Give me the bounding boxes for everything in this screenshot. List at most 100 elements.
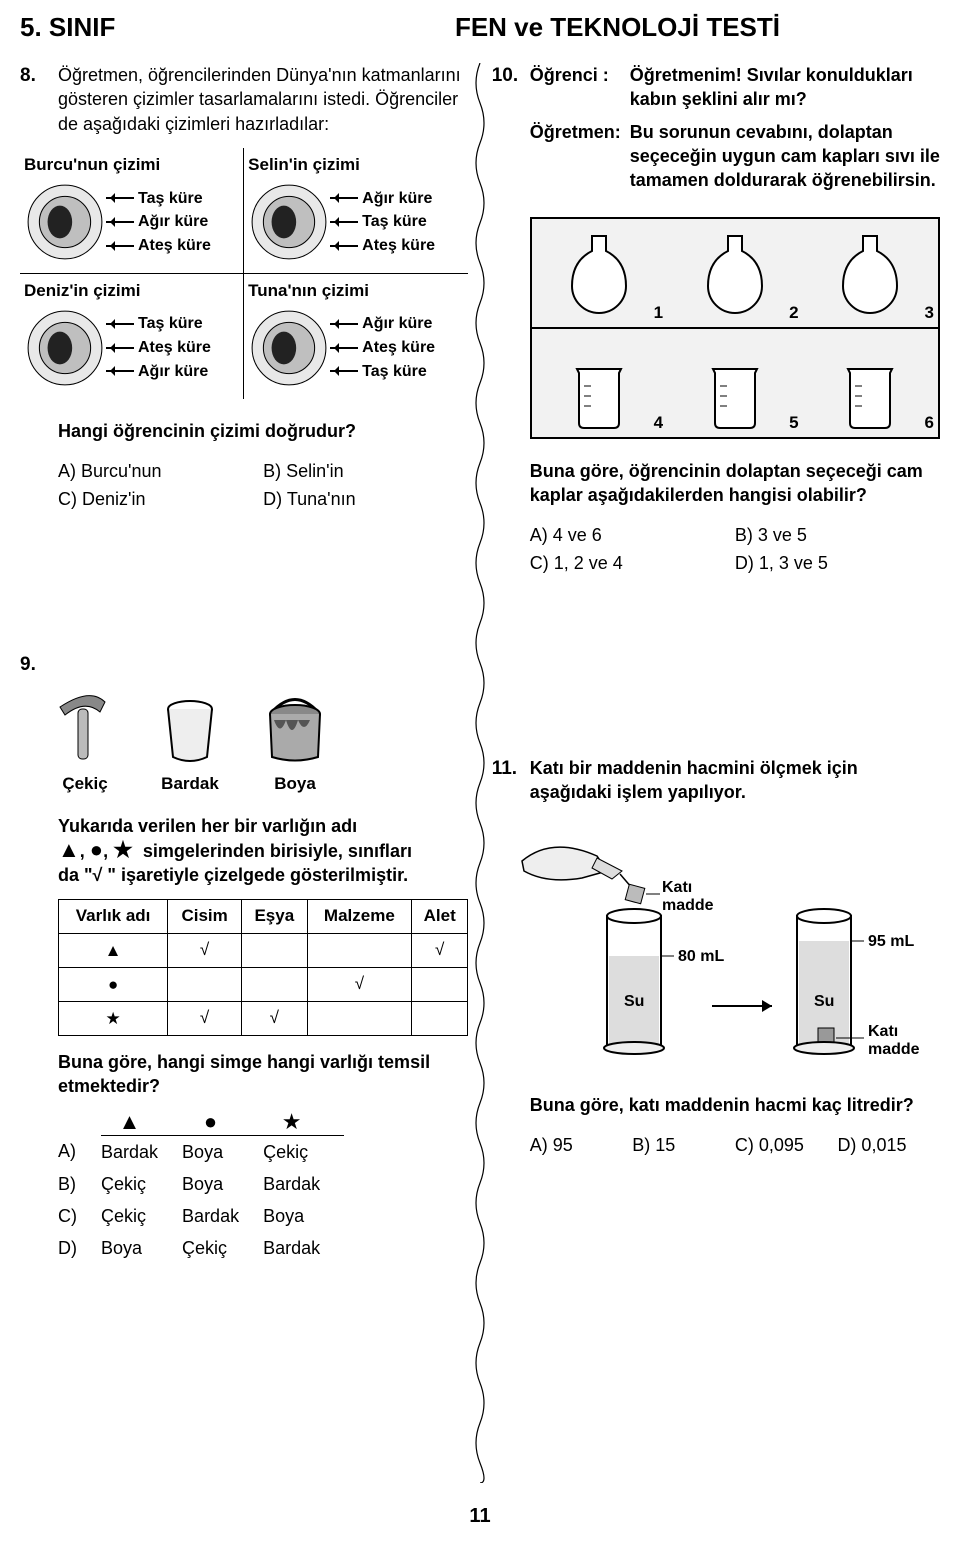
shelf-bottom: 4 5 6 (532, 329, 938, 437)
slot-3: 3 (803, 219, 938, 327)
q10-options: A) 4 ve 6 B) 3 ve 5 C) 1, 2 ve 4 D) 1, 3… (530, 523, 940, 576)
q9-caption-cup: Bardak (160, 773, 220, 796)
q9-th3: Eşya (242, 900, 308, 934)
q8-tuna-l3: Taş küre (362, 361, 427, 383)
two-column-layout: 8. Öğretmen, öğrencilerinden Dünya'nın k… (20, 63, 940, 1483)
q10-opt-d: D) 1, 3 ve 5 (735, 551, 940, 575)
slot-4: 4 (532, 329, 667, 437)
slot-1-num: 1 (654, 302, 663, 325)
q8-opt-a: A) Burcu'nun (58, 459, 263, 483)
slot-3-num: 3 (925, 302, 934, 325)
q11-opt-d: D) 0,015 (837, 1133, 940, 1157)
svg-text:madde: madde (868, 1041, 920, 1058)
slot-5: 5 (667, 329, 802, 437)
q11-solid-label-1: Katı (662, 879, 692, 896)
q8-diagram-grid: Burcu'nun çizimi Taş küre Ağır küre Ateş… (20, 148, 468, 399)
hammer-icon (50, 687, 120, 767)
row2-malzeme: √ (307, 968, 411, 1002)
q9-ans-h1: ▲ (101, 1107, 182, 1136)
page-header: 5. SINIF FEN ve TEKNOLOJİ TESTİ (20, 10, 940, 45)
q11-stem: Katı bir maddenin hacmini ölçmek için aş… (530, 756, 940, 805)
cylinder-left-icon: Su 80 mL (604, 909, 724, 1054)
earth-icon (24, 307, 106, 389)
q11-opt-a: A) 95 (530, 1133, 633, 1157)
q9-th5: Alet (412, 900, 468, 934)
q11-opt-b: B) 15 (632, 1133, 735, 1157)
q9-intro1: Yukarıda verilen her bir varlığın adı (58, 816, 357, 836)
slot-6-num: 6 (925, 412, 934, 435)
q8-burcu-title: Burcu'nun çizimi (24, 154, 235, 177)
q9-question: Buna göre, hangi simge hangi varlığı tem… (58, 1050, 468, 1099)
q10-cabinet: 1 2 3 4 5 (530, 217, 940, 439)
star-symbol: ★ (113, 837, 133, 862)
q8-opt-d: D) Tuna'nın (263, 487, 468, 511)
q11-figure: Katı madde Su 80 mL (512, 816, 932, 1076)
question-8: 8. Öğretmen, öğrencilerinden Dünya'nın k… (20, 63, 468, 512)
q8-tuna-cell: Tuna'nın çizimi Ağır küre Ateş küre Taş … (244, 274, 468, 399)
right-column: 10. Öğrenci : Öğretmenim! Sıvılar konuld… (492, 63, 940, 1483)
q11-label-80: 80 mL (678, 948, 724, 965)
q9-item-cup: Bardak (160, 697, 220, 796)
q10-dlg2-label: Öğretmen: (530, 120, 630, 193)
q8-tuna-title: Tuna'nın çizimi (248, 280, 460, 303)
paint-bucket-icon (260, 692, 330, 767)
slot-6: 6 (803, 329, 938, 437)
wavy-divider-icon (470, 63, 490, 1483)
q9-caption-hammer: Çekiç (50, 773, 120, 796)
q9-answer-table: ▲ ● ★ A)BardakBoyaÇekiç B)ÇekiçBoyaBarda… (58, 1107, 344, 1265)
q8-deniz-cell: Deniz'in çizimi Taş küre Ateş küre Ağır … (20, 274, 244, 399)
row1-alet: √ (412, 934, 468, 968)
q10-number: 10. (492, 63, 530, 200)
q11-label-95: 95 mL (868, 933, 914, 950)
q9-intro: Yukarıda verilen her bir varlığın adı ▲,… (58, 814, 468, 887)
q8-burcu-l3: Ateş küre (138, 235, 211, 257)
q11-question: Buna göre, katı maddenin hacmi kaç litre… (530, 1093, 940, 1117)
q10-opt-b: B) 3 ve 5 (735, 523, 940, 547)
q9-items-row: Çekiç Bardak Boya (50, 687, 468, 796)
q9-th4: Malzeme (307, 900, 411, 934)
q8-deniz-l1: Taş küre (138, 313, 203, 335)
row1-cisim: √ (168, 934, 242, 968)
shelf-top: 1 2 3 (532, 219, 938, 329)
slot-2-num: 2 (789, 302, 798, 325)
q8-options: A) Burcu'nun B) Selin'in C) Deniz'in D) … (58, 459, 468, 512)
q9-caption-paint: Boya (260, 773, 330, 796)
row3-symbol: ★ (59, 1002, 168, 1036)
beaker-icon (840, 361, 900, 431)
q9-classification-table: Varlık adı Cisim Eşya Malzeme Alet ▲ √ √… (58, 899, 468, 1036)
q11-opt-c: C) 0,095 (735, 1133, 838, 1157)
q10-opt-c: C) 1, 2 ve 4 (530, 551, 735, 575)
beaker-icon (569, 361, 629, 431)
q8-question: Hangi öğrencinin çizimi doğrudur? (58, 419, 468, 443)
round-flask-icon (564, 231, 634, 321)
row1-symbol: ▲ (59, 934, 168, 968)
q10-dlg2-text: Bu sorunun cevabını, dolaptan seçeceğin … (630, 120, 940, 193)
svg-text:Katı: Katı (868, 1023, 898, 1040)
q8-number: 8. (20, 63, 58, 148)
cup-icon (160, 697, 220, 767)
q9-th1: Varlık adı (59, 900, 168, 934)
q8-tuna-l1: Ağır küre (362, 313, 432, 335)
q8-burcu-cell: Burcu'nun çizimi Taş küre Ağır küre Ateş… (20, 148, 244, 274)
svg-text:Su: Su (624, 993, 644, 1010)
q8-selin-l3: Ateş küre (362, 235, 435, 257)
triangle-symbol: ▲ (58, 837, 80, 862)
header-left: 5. SINIF (20, 10, 115, 45)
earth-icon (248, 307, 330, 389)
round-flask-icon (835, 231, 905, 321)
q11-options: A) 95 B) 15 C) 0,095 D) 0,015 (530, 1133, 940, 1157)
slot-1: 1 (532, 219, 667, 327)
slot-4-num: 4 (654, 412, 663, 435)
q8-deniz-title: Deniz'in çizimi (24, 280, 235, 303)
slot-5-num: 5 (789, 412, 798, 435)
arrow-right-icon (712, 1000, 772, 1012)
q9-ans-h3: ★ (263, 1107, 344, 1136)
q11-number: 11. (492, 756, 530, 817)
q9-intro3: da "√ " işaretiyle çizelgede gösterilmiş… (58, 863, 468, 887)
q10-dlg1-text: Öğretmenim! Sıvılar konuldukları kabın ş… (630, 63, 940, 112)
question-10: 10. Öğrenci : Öğretmenim! Sıvılar konuld… (492, 63, 940, 576)
question-9: 9. Çekiç Bardak Boya Yukarıda verilen he… (20, 652, 468, 1265)
left-column: 8. Öğretmen, öğrencilerinden Dünya'nın k… (20, 63, 468, 1483)
row3-cisim: √ (168, 1002, 242, 1036)
cylinder-right-icon: Su 95 mL Katı madde (794, 909, 920, 1058)
